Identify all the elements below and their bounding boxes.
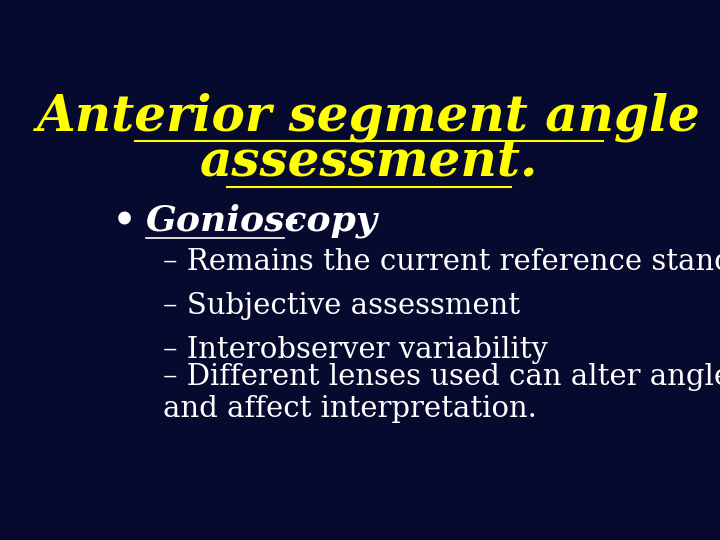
Text: assessment.: assessment.	[200, 138, 538, 187]
Text: Anterior segment angle: Anterior segment angle	[37, 92, 701, 141]
Text: •: •	[112, 204, 135, 238]
Text: – Remains the current reference standard.: – Remains the current reference standard…	[163, 248, 720, 276]
Text: Gonioscopy: Gonioscopy	[145, 204, 378, 238]
Text: – Different lenses used can alter angle appearance
and affect interpretation.: – Different lenses used can alter angle …	[163, 363, 720, 423]
Text: -: -	[284, 204, 300, 238]
Text: – Subjective assessment: – Subjective assessment	[163, 292, 520, 320]
Text: – Interobserver variability: – Interobserver variability	[163, 336, 547, 363]
